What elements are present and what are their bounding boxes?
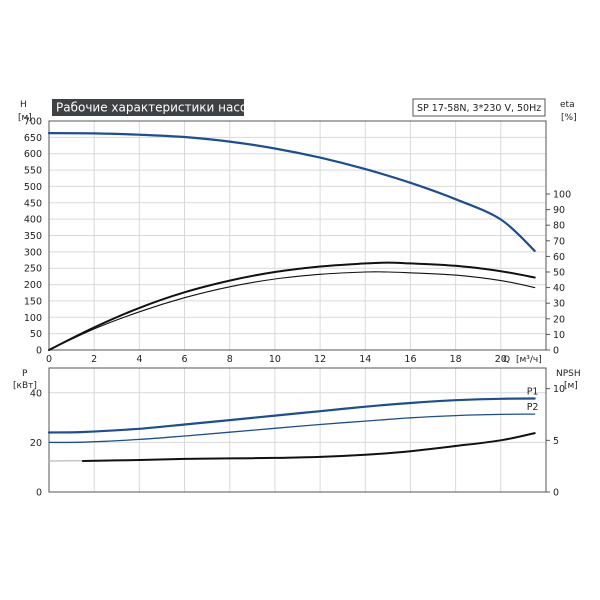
head-axis-label: H: [20, 100, 27, 110]
pump-info-text: SP 17-58N, 3*230 V, 50Hz: [417, 103, 541, 114]
flow-tick-label: 4: [136, 354, 142, 365]
npsh-tick-label: 0: [553, 488, 559, 499]
flow-axis-label: Q [м³/ч]: [503, 355, 542, 365]
flow-axis-name: Q: [503, 355, 510, 365]
head-efficiency-chart: 0501001502002503003504004505005506006507…: [18, 98, 577, 366]
head-curve: [47, 132, 536, 252]
head-tick-label: 400: [24, 215, 42, 226]
flow-axis-unit: [м³/ч]: [516, 355, 542, 365]
head-tick-label: 600: [24, 149, 42, 160]
efficiency-curve-b: [48, 261, 536, 351]
flow-tick-label: 0: [46, 354, 52, 365]
head-tick-label: 250: [24, 264, 42, 275]
power-tick-label: 40: [30, 388, 42, 399]
head-tick-label: 300: [24, 247, 42, 258]
power-tick-label: 0: [36, 488, 42, 499]
head-tick-label: 350: [24, 231, 42, 242]
power-axis-ticks: 0 20 40 0 5 10: [30, 384, 565, 498]
p2-curve: [48, 413, 536, 444]
eta-tick-label: 10: [553, 330, 565, 341]
eta-tick-label: 70: [553, 236, 565, 247]
chart-title: Рабочие характеристики насоса: [56, 101, 261, 115]
eta-tick-label: 50: [553, 268, 565, 279]
p1-curve: [47, 397, 536, 434]
eta-axis-unit: [%]: [561, 113, 577, 123]
eta-tick-label: 90: [553, 205, 565, 216]
eta-tick-label: 30: [553, 299, 565, 310]
head-tick-label: 500: [24, 182, 42, 193]
chart-title-box: [52, 99, 244, 116]
head-tick-label: 150: [24, 296, 42, 307]
eta-tick-label: 20: [553, 314, 565, 325]
head-tick-label: 700: [24, 117, 42, 128]
power-plot-frame: [48, 367, 547, 493]
pump-info-box: [412, 98, 546, 117]
head-tick-label: 450: [24, 198, 42, 209]
series-label-p1: P1: [527, 387, 539, 398]
flow-tick-label: 20: [495, 354, 507, 365]
power-axis-unit: [кВт]: [13, 381, 37, 391]
npsh-tick-label: 10: [553, 384, 565, 395]
flow-tick-label: 14: [359, 354, 371, 365]
npsh-axis-label: NPSH: [556, 369, 581, 379]
head-axis-unit: [м]: [18, 113, 32, 123]
power-tick-label: 20: [30, 438, 42, 449]
flow-tick-label: 12: [314, 354, 326, 365]
eta-tick-label: 100: [553, 190, 571, 201]
flow-tick-label: 6: [182, 354, 188, 365]
power-axis-label: P: [22, 369, 28, 379]
flow-tick-label: 18: [450, 354, 462, 365]
head-tick-label: 100: [24, 313, 42, 324]
head-efficiency-series: [47, 132, 536, 351]
eta-tick-label: 40: [553, 283, 565, 294]
flow-tick-label: 8: [227, 354, 233, 365]
npsh-curve: [81, 432, 536, 462]
head-tick-label: 0: [36, 346, 42, 357]
eta-tick-label: 0: [553, 346, 559, 357]
flow-tick-label: 2: [91, 354, 97, 365]
eta-tick-label: 60: [553, 252, 565, 263]
flow-tick-label: 16: [404, 354, 416, 365]
head-axis-ticks: 0501001502002503003504004505005506006507…: [24, 117, 571, 366]
head-tick-label: 200: [24, 280, 42, 291]
eta-axis-label: eta: [560, 100, 575, 110]
head-tick-label: 50: [30, 329, 42, 340]
head-plot-frame: [48, 120, 547, 351]
series-label-p2: P2: [527, 402, 539, 413]
npsh-tick-label: 5: [553, 436, 559, 447]
head-tick-label: 650: [24, 133, 42, 144]
eta-tick-label: 80: [553, 221, 565, 232]
efficiency-curve-a: [48, 271, 536, 351]
head-tick-label: 550: [24, 166, 42, 177]
npsh-axis-unit: [м]: [564, 381, 578, 391]
flow-tick-label: 10: [269, 354, 281, 365]
